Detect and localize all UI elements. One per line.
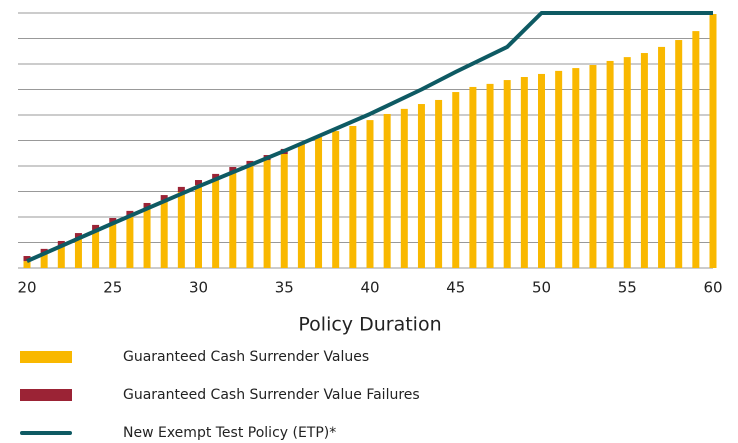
bar (92, 224, 100, 231)
bar (486, 83, 494, 268)
bar (555, 70, 563, 268)
bar (572, 68, 580, 268)
bar (143, 202, 151, 209)
bar (640, 53, 648, 268)
bar (675, 40, 683, 268)
x-tick-label: 50 (532, 279, 551, 297)
bar (195, 185, 202, 268)
bar (606, 60, 614, 268)
bar (229, 172, 237, 268)
bar (160, 200, 168, 268)
bar (57, 240, 65, 247)
bar (212, 173, 220, 180)
bar (160, 195, 168, 201)
bar (246, 166, 254, 268)
x-tick-label: 45 (446, 279, 465, 297)
bar (229, 167, 237, 173)
x-tick-label: 25 (103, 279, 122, 297)
x-tick-label: 35 (275, 279, 294, 297)
bar (74, 238, 82, 268)
legend-swatch (20, 351, 72, 363)
bar (23, 256, 31, 262)
bar (195, 180, 202, 186)
bar (383, 113, 391, 268)
bar (692, 31, 700, 269)
bar (177, 186, 185, 193)
bar (400, 108, 408, 268)
bar (126, 210, 134, 216)
bar (212, 179, 220, 268)
bar (74, 233, 82, 239)
bar (589, 65, 597, 269)
x-tick-label: 55 (618, 279, 637, 297)
bar (366, 120, 374, 268)
bar (332, 131, 340, 268)
bar (57, 246, 65, 268)
bar (92, 230, 100, 268)
x-axis-label: Policy Duration (298, 314, 441, 336)
bar (452, 92, 460, 268)
bar (538, 73, 545, 268)
bar (623, 57, 631, 268)
bar (709, 14, 717, 268)
bar (503, 80, 511, 268)
bar (23, 261, 31, 268)
bar (435, 99, 443, 268)
bar (143, 208, 151, 268)
bar (520, 77, 528, 268)
x-tick-label: 40 (360, 279, 379, 297)
legend-label: New Exempt Test Policy (ETP)* (123, 425, 336, 441)
bar (417, 104, 425, 268)
bar (109, 223, 117, 268)
legend-label: Guaranteed Cash Surrender Value Failures (123, 387, 420, 403)
bar (297, 143, 305, 268)
bar (315, 136, 323, 268)
x-tick-label: 60 (703, 279, 722, 297)
bar (109, 218, 117, 224)
bar (349, 125, 357, 268)
bar (40, 253, 48, 268)
legend-swatch (20, 389, 72, 401)
line (26, 11, 713, 263)
x-tick-label: 30 (189, 279, 208, 297)
bar (126, 215, 134, 268)
x-tick-label: 20 (17, 279, 36, 297)
bar (177, 192, 185, 268)
bar (263, 160, 271, 268)
bar (280, 154, 288, 268)
bar (658, 46, 666, 268)
bar (469, 86, 477, 268)
legend-label: Guaranteed Cash Surrender Values (123, 349, 369, 365)
